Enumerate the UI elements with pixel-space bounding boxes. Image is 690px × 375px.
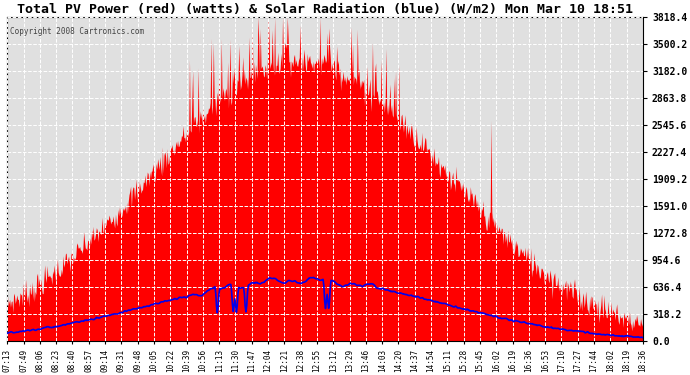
Text: Copyright 2008 Cartronics.com: Copyright 2008 Cartronics.com <box>10 27 145 36</box>
Title: Total PV Power (red) (watts) & Solar Radiation (blue) (W/m2) Mon Mar 10 18:51: Total PV Power (red) (watts) & Solar Rad… <box>17 3 633 16</box>
